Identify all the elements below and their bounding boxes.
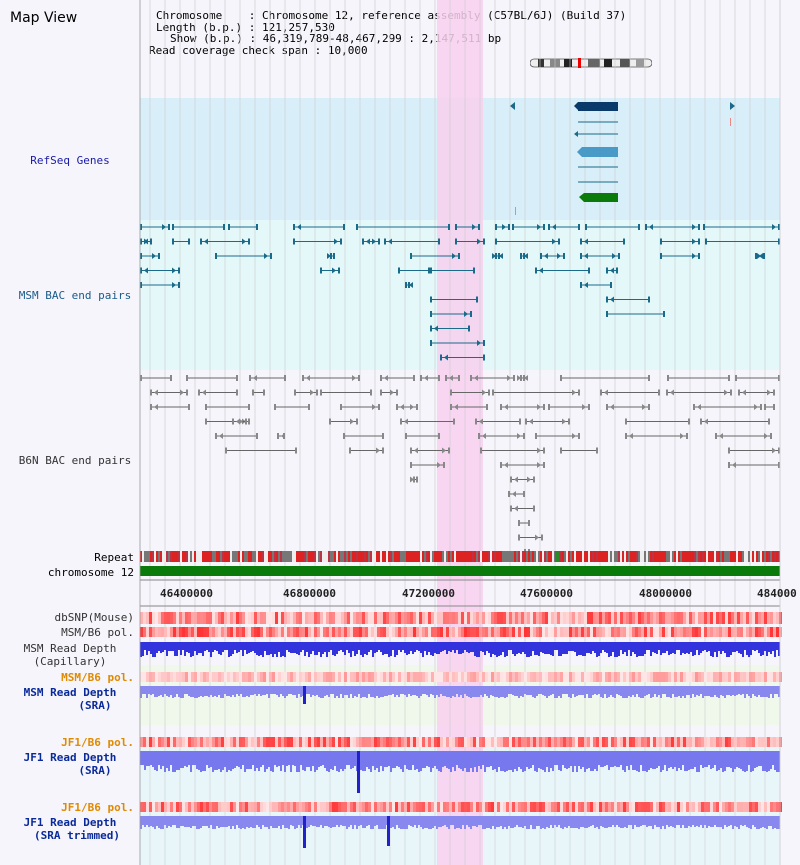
show-label: Show (b.p.): [170, 32, 243, 45]
chromosome-bar[interactable]: [140, 566, 780, 576]
coverage-value: 10,000: [327, 43, 368, 57]
repeat-track[interactable]: [140, 551, 780, 562]
tick-label-5: 48000000: [639, 587, 692, 600]
chromosome-track-label: chromosome 12: [47, 566, 134, 579]
length-label: Length (b.p.): [156, 20, 243, 34]
msm-depth-cap-line1: MSM Read Depth: [23, 642, 117, 655]
repeat-label: Repeat: [94, 551, 134, 564]
msm-depth-capillary-label[interactable]: MSM Read Depth (Capillary): [0, 642, 140, 668]
jf1-depth-sra-line2: (SRA): [78, 764, 112, 777]
map-view-title: Map View: [10, 10, 78, 26]
jf1-depth-trim-line2: (SRA trimmed): [33, 829, 121, 842]
tick-label-2: 46800000: [283, 587, 336, 600]
b6n-bac-features[interactable]: [140, 375, 780, 555]
msm-b6-pol-2-label[interactable]: MSM/B6 pol.: [61, 671, 134, 684]
jf1-pol-2-label[interactable]: JF1/B6 pol.: [61, 801, 134, 814]
msm-depth-sra-line1: MSM Read Depth: [23, 686, 117, 699]
msm-depth-sra-label[interactable]: MSM Read Depth (SRA): [0, 686, 140, 712]
grid-lines: [149, 0, 766, 865]
msm-bac-label[interactable]: MSM BAC end pairs: [18, 289, 132, 302]
coverage-label: Read coverage check span: [149, 43, 308, 57]
polymorphism-heat-tracks[interactable]: [140, 612, 782, 812]
tick-label-6: 484000: [757, 587, 797, 600]
msm-depth-cap-line2: (Capillary): [33, 655, 107, 668]
b6n-bac-label[interactable]: B6N BAC end pairs: [18, 454, 132, 467]
jf1-depth-sra-label[interactable]: JF1 Read Depth (SRA): [0, 751, 140, 777]
chromosome-label: Chromosome: [156, 9, 223, 22]
position-axis: [140, 579, 780, 607]
tick-label-1: 46400000: [160, 587, 213, 600]
msm-bac-features[interactable]: [140, 224, 780, 361]
msm-b6-pol-label[interactable]: MSM/B6 pol.: [61, 626, 134, 639]
jf1-depth-sra-line1: JF1 Read Depth: [23, 751, 117, 764]
highlight-region[interactable]: [437, 0, 483, 865]
dbsnp-label[interactable]: dbSNP(Mouse): [54, 611, 134, 624]
refseq-label[interactable]: RefSeq Genes: [30, 154, 110, 167]
tick-label-4: 47600000: [520, 587, 573, 600]
refseq-genes[interactable]: [510, 102, 735, 215]
chromosome-info: Chromosome : Chromosome 12, reference as…: [149, 9, 627, 57]
jf1-depth-trimmed-label[interactable]: JF1 Read Depth (SRA trimmed): [0, 816, 140, 842]
length-value: 121,257,530: [261, 20, 335, 34]
jf1-pol-label[interactable]: JF1/B6 pol.: [61, 736, 134, 749]
msm-depth-sra-line2: (SRA): [78, 699, 112, 712]
read-depth-tracks[interactable]: [140, 642, 780, 848]
tick-label-3: 47200000: [402, 587, 455, 600]
jf1-depth-trim-line1: JF1 Read Depth: [23, 816, 117, 829]
